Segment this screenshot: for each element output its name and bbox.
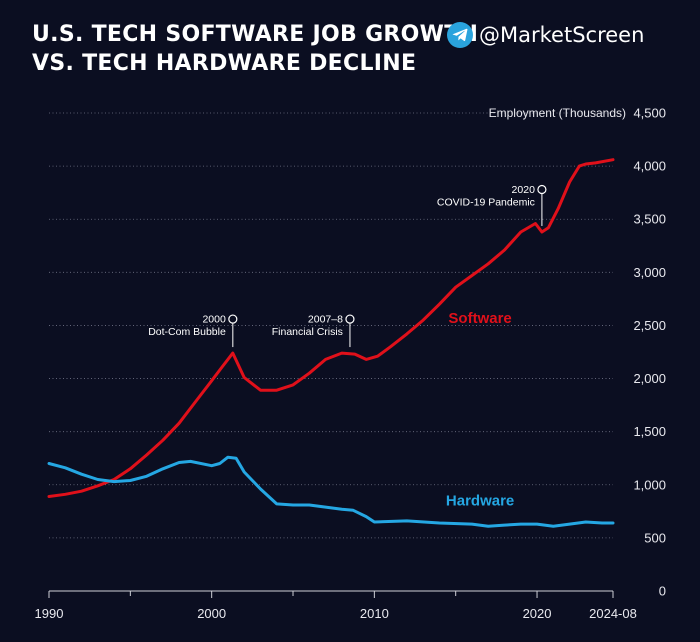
series-labels: Software Hardware [446,310,514,510]
brand-watermark: @MarketScreen [447,22,644,48]
series-lines [47,158,615,528]
telegram-icon [447,22,473,48]
gridlines [49,112,613,539]
annotation-year: 2020 [512,184,536,196]
annotation-label: Financial Crisis [272,326,343,338]
y-axis-title: Employment (Thousands) [489,106,626,120]
brand-handle: @MarketScreen [479,23,645,47]
y-tick-label: 2,500 [633,318,666,333]
annotation-marker [537,184,547,195]
y-axis: 0 500 1,000 1,500 2,000 2,500 3,000 3,500 4,000 4… [633,106,666,599]
y-tick-label: 500 [644,530,666,545]
y-tick-label: 3,500 [633,212,666,227]
y-tick-label: 4,500 [633,106,666,121]
annotation-marker [345,314,355,324]
annotation-year: 2000 [202,314,226,326]
annotation-label: COVID-19 Pandemic [437,196,535,208]
series-line-hardware [47,455,615,528]
x-tick-label: 2024-08 [589,606,637,621]
title-line-1: U.S. TECH SOFTWARE JOB GROWTH [32,22,479,47]
y-tick-label: 4,000 [633,159,666,174]
title-line-2: VS. TECH HARDWARE DECLINE [32,51,417,76]
x-tick-label: 2020 [523,606,552,621]
x-tick-label: 2000 [197,606,226,621]
y-tick-label: 2,000 [633,371,666,386]
annotation-label: Dot-Com Bubble [148,326,226,338]
series-label-software: Software [448,310,511,327]
series-line-software [47,158,615,498]
y-tick-label: 0 [659,584,666,599]
chart-title: U.S. TECH SOFTWARE JOB GROWTH VS. TECH H… [32,20,478,78]
annotation-year: 2007–8 [308,314,343,326]
x-tick-label: 1990 [35,606,64,621]
y-tick-label: 3,000 [633,265,666,280]
y-tick-label: 1,000 [633,477,666,492]
x-tick-label: 2010 [360,606,389,621]
series-label-hardware: Hardware [446,493,514,510]
annotation-marker [228,314,238,324]
y-tick-label: 1,500 [633,424,666,439]
x-axis: 1990 2000 2010 2020 2024-08 [35,590,637,621]
